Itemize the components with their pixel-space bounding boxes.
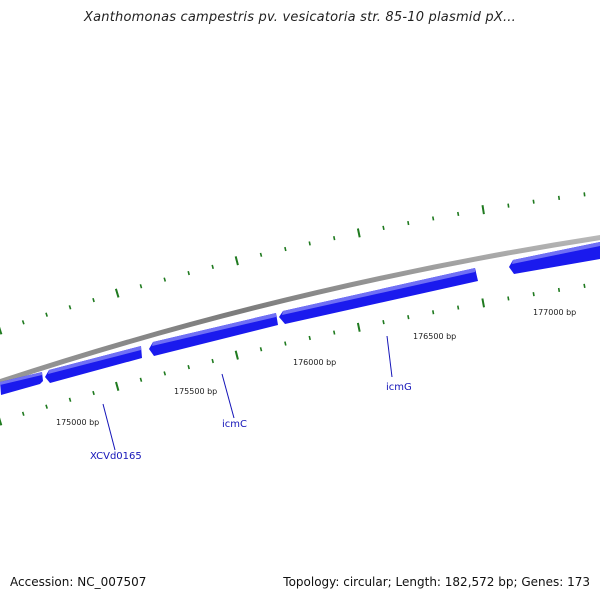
dna-backbone [0,235,600,385]
minor-tick [259,347,263,352]
topology-summary: Topology: circular; Length: 182,572 bp; … [283,575,590,589]
minor-tick [284,341,287,346]
minor-tick [333,236,336,241]
minor-tick [407,220,410,226]
minor-tick [284,246,287,252]
map-title: Xanthomonas campestris pv. vesicatoria s… [84,10,516,25]
major-tick [115,381,120,391]
gene-label-icmc[interactable]: icmC [222,419,247,430]
gene-arrow[interactable] [509,242,600,274]
minor-tick [92,390,95,396]
minor-tick [382,225,385,231]
gene-label-xcvd0165[interactable]: XCVd0165 [90,451,142,462]
minor-tick [557,287,561,293]
minor-tick [532,292,535,297]
minor-tick [432,216,435,221]
gene-track [0,242,600,395]
outer-tick-ring [0,192,586,335]
major-tick [0,417,3,426]
minor-tick [583,283,586,289]
major-tick [234,256,239,266]
minor-tick [187,365,190,370]
minor-tick [187,270,190,276]
minor-tick [457,211,460,217]
major-tick [234,350,239,360]
major-tick [356,228,361,238]
minor-tick [92,297,95,303]
minor-tick [583,192,586,197]
minor-tick [333,330,336,335]
minor-tick [308,241,311,246]
minor-tick [68,305,72,310]
minor-tick [211,264,214,269]
minor-tick [507,296,510,301]
minor-tick [163,371,167,376]
inner-tick-ring [0,283,586,426]
minor-tick [68,397,72,402]
minor-tick [139,377,143,382]
minor-tick [557,195,561,201]
minor-tick [382,320,385,325]
major-tick [114,288,120,298]
gene-arrow[interactable] [0,372,43,395]
minor-tick [308,335,311,341]
bp-label: 176000 bp [293,358,336,367]
major-tick [356,322,361,332]
bp-label: 175000 bp [56,418,99,427]
minor-tick [45,312,48,317]
minor-tick [211,358,214,364]
gene-label-icmg[interactable]: icmG [386,382,412,393]
gene-label-connectors [102,335,393,451]
bp-label: 177000 bp [533,308,576,317]
minor-tick [407,315,410,320]
accession-text: Accession: NC_007507 [10,575,147,589]
major-tick [481,298,485,308]
major-tick [0,326,3,335]
gene-arrow[interactable] [45,346,142,383]
minor-tick [45,404,48,409]
minor-tick [532,199,535,204]
minor-tick [139,284,143,289]
minor-tick [457,305,460,310]
minor-tick [21,411,25,416]
gene-arrow[interactable] [279,268,478,324]
minor-tick [259,252,263,257]
major-tick [481,205,485,215]
minor-tick [432,310,435,315]
gene-arrow[interactable] [149,313,278,356]
minor-tick [163,277,167,282]
bp-label: 175500 bp [174,387,217,396]
minor-tick [21,320,25,325]
bp-label: 176500 bp [413,332,456,341]
minor-tick [507,203,510,208]
